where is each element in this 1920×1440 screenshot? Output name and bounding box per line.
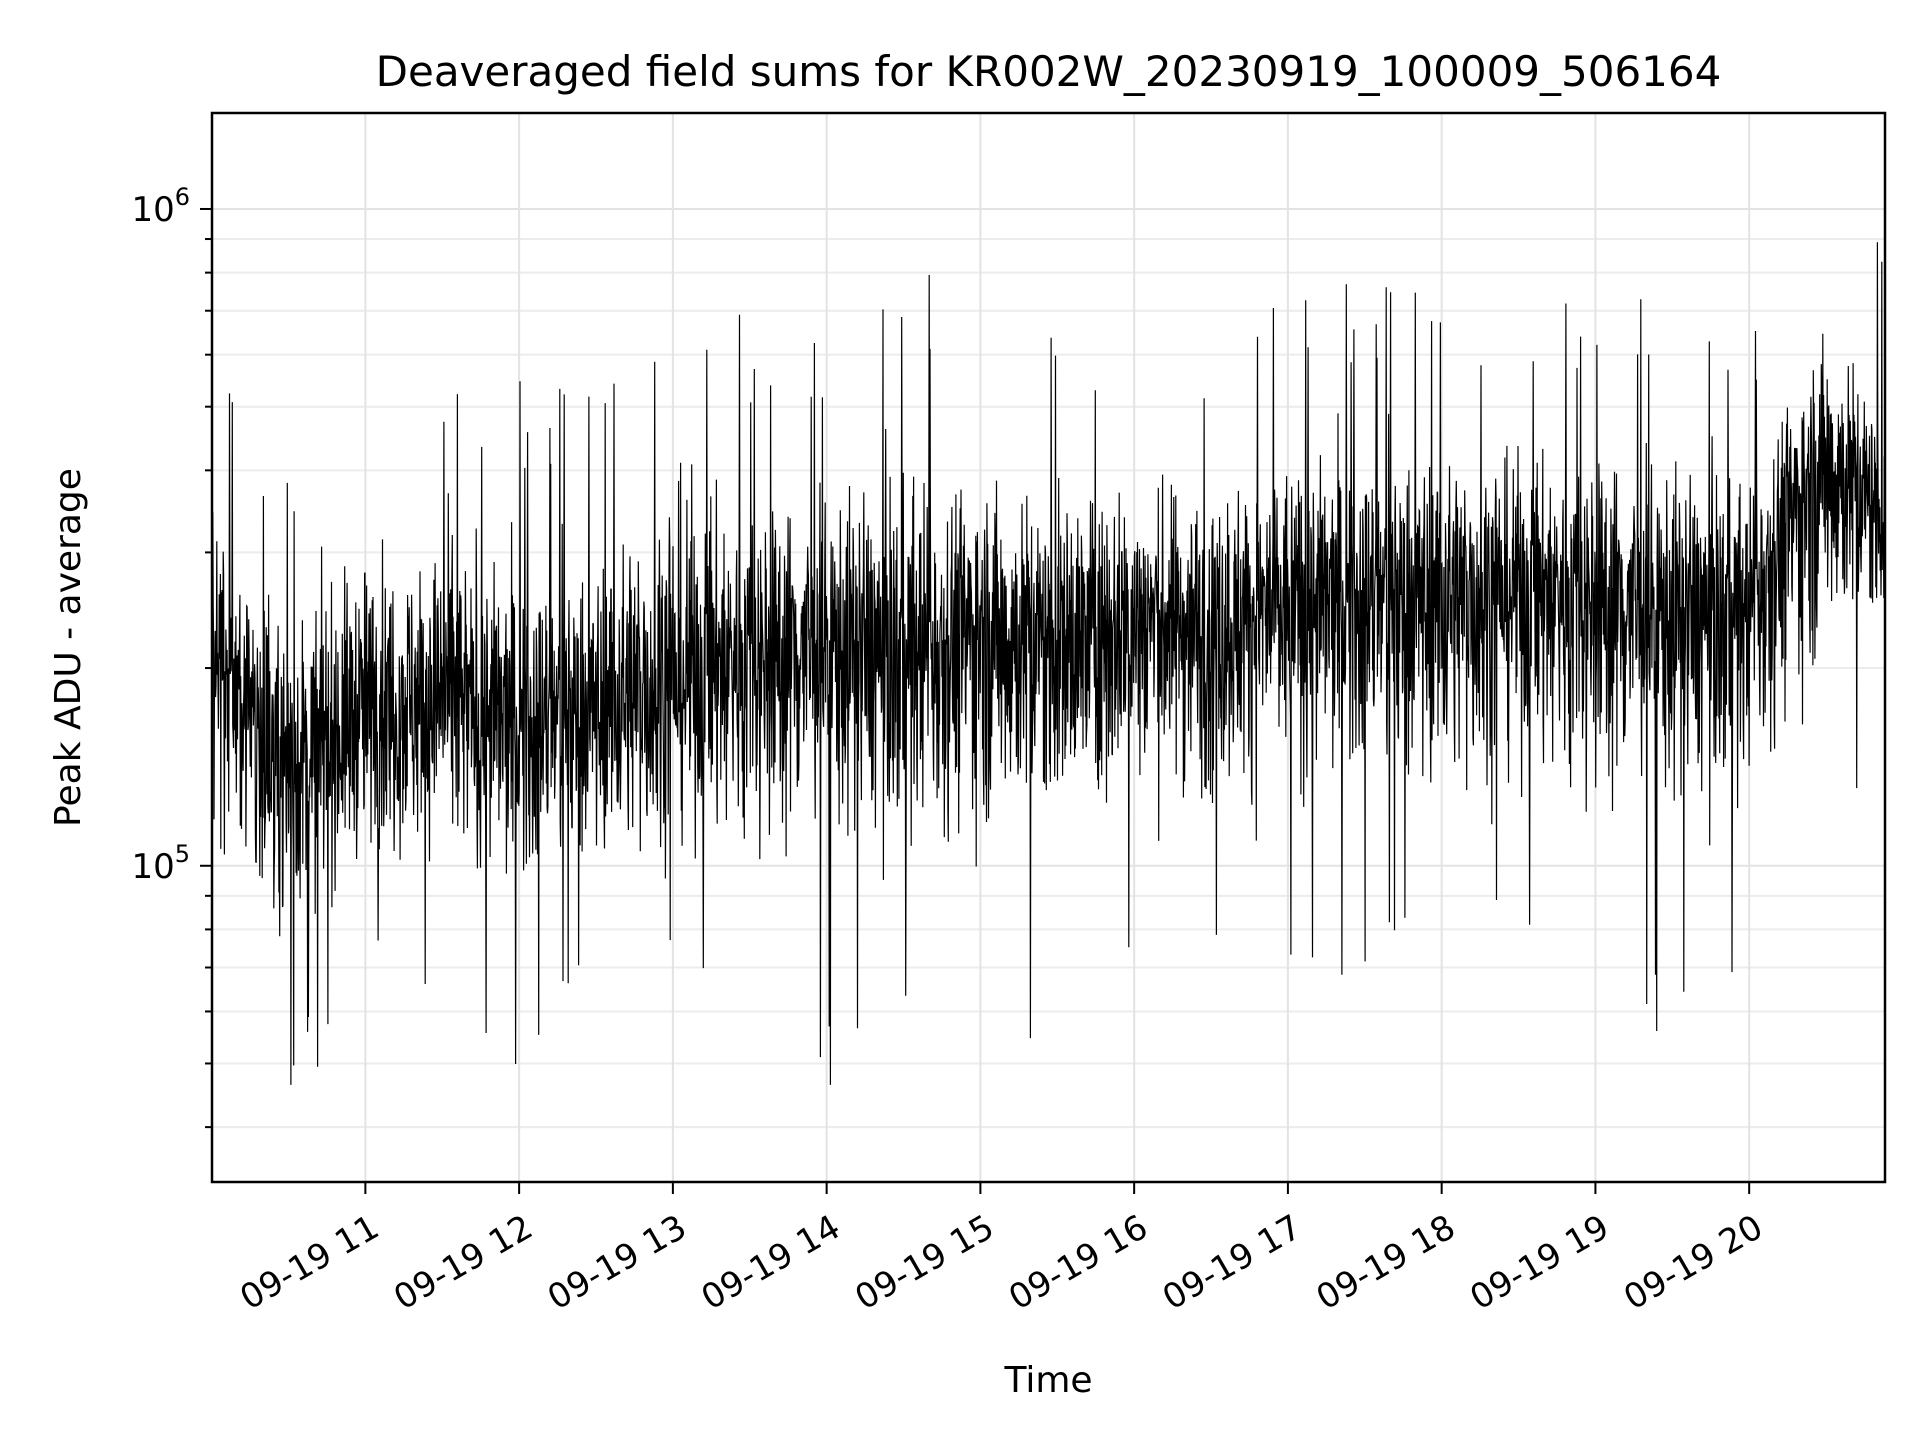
x-tick-label: 09-19 17 bbox=[1156, 1207, 1308, 1318]
x-tick-label: 09-19 13 bbox=[541, 1207, 693, 1318]
series-group bbox=[211, 242, 1886, 1085]
plot-frame bbox=[210, 111, 1887, 1184]
x-tick-label: 09-19 16 bbox=[1002, 1207, 1154, 1318]
x-tick-label: 09-19 12 bbox=[387, 1207, 539, 1318]
x-tick-label: 09-19 14 bbox=[695, 1207, 847, 1318]
y-tick-label: 106 bbox=[131, 183, 190, 230]
y-axis-label: Peak ADU - average bbox=[48, 468, 89, 827]
x-tick-label: 09-19 18 bbox=[1310, 1207, 1462, 1318]
chart-title: Deaveraged field sums for KR002W_2023091… bbox=[376, 47, 1722, 96]
x-tick-label: 09-19 20 bbox=[1617, 1207, 1769, 1318]
x-tick-label: 09-19 15 bbox=[849, 1207, 1001, 1318]
x-tick-label: 09-19 11 bbox=[233, 1207, 385, 1318]
series-line bbox=[211, 242, 1886, 1085]
x-tick-label: 09-19 19 bbox=[1464, 1207, 1616, 1318]
y-tick-label: 105 bbox=[131, 840, 190, 887]
x-axis-label: Time bbox=[1003, 1360, 1092, 1401]
